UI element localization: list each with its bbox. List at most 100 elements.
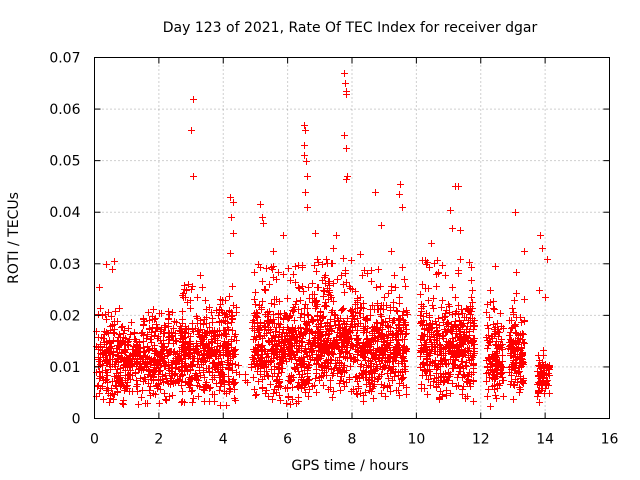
data-point <box>266 308 273 315</box>
data-point <box>354 391 361 398</box>
data-point <box>444 377 451 384</box>
data-point <box>467 350 474 357</box>
data-point <box>448 328 455 335</box>
data-point <box>199 329 206 336</box>
data-point <box>136 352 143 359</box>
data-point <box>456 368 463 375</box>
data-point <box>423 351 430 358</box>
data-point-outlier <box>333 232 340 239</box>
data-point-outlier <box>544 256 551 263</box>
data-point <box>466 332 473 339</box>
data-point <box>292 263 299 270</box>
data-point <box>203 314 210 321</box>
data-point-outlier <box>228 214 235 221</box>
data-point <box>296 371 303 378</box>
data-point <box>400 350 407 357</box>
data-point <box>214 340 221 347</box>
data-point <box>211 329 218 336</box>
data-point <box>311 382 318 389</box>
data-point <box>280 326 287 333</box>
data-point <box>437 370 444 377</box>
data-point <box>461 372 468 379</box>
data-point <box>336 321 343 328</box>
x-tick-label: 12 <box>472 432 490 448</box>
data-point <box>337 377 344 384</box>
data-point <box>131 336 138 343</box>
data-point <box>185 281 192 288</box>
data-point <box>340 364 347 371</box>
data-point <box>368 377 375 384</box>
data-point <box>359 272 366 279</box>
data-point <box>546 363 553 370</box>
data-point <box>417 349 424 356</box>
data-point <box>295 284 302 291</box>
data-point <box>312 305 319 312</box>
data-point <box>140 378 147 385</box>
data-point <box>430 295 437 302</box>
data-point <box>420 313 427 320</box>
data-point-outlier <box>344 173 351 180</box>
data-point <box>286 377 293 384</box>
data-point-outlier <box>542 294 549 301</box>
data-point <box>152 357 159 364</box>
data-point <box>117 369 124 376</box>
data-point <box>381 294 388 301</box>
data-point <box>126 363 133 370</box>
data-point <box>181 349 188 356</box>
data-point <box>468 277 475 284</box>
data-point <box>301 305 308 312</box>
data-point <box>354 305 361 312</box>
data-point <box>207 384 214 391</box>
data-point <box>341 327 348 334</box>
data-point <box>274 343 281 350</box>
data-point <box>298 385 305 392</box>
data-point <box>535 352 542 359</box>
data-point <box>449 380 456 387</box>
data-point <box>218 379 225 386</box>
data-point <box>462 362 469 369</box>
data-point <box>499 358 506 365</box>
data-point-outlier <box>428 240 435 247</box>
data-point <box>142 400 149 407</box>
data-point-outlier <box>492 263 499 270</box>
data-point <box>265 317 272 324</box>
data-point <box>182 329 189 336</box>
data-point <box>122 346 129 353</box>
data-point <box>158 353 165 360</box>
data-point <box>154 383 161 390</box>
data-point <box>197 334 204 341</box>
data-point <box>423 321 430 328</box>
data-point <box>252 289 259 296</box>
data-point <box>397 369 404 376</box>
data-point <box>351 316 358 323</box>
data-point <box>312 375 319 382</box>
data-point <box>395 347 402 354</box>
data-point <box>436 322 443 329</box>
data-point <box>285 265 292 272</box>
data-point <box>460 335 467 342</box>
data-point <box>439 262 446 269</box>
data-point <box>145 371 152 378</box>
data-point <box>229 327 236 334</box>
data-point <box>208 344 215 351</box>
data-point <box>447 390 454 397</box>
data-point <box>209 360 216 367</box>
data-point-outlier <box>536 287 543 294</box>
data-point <box>106 399 113 406</box>
data-point <box>535 379 542 386</box>
data-point <box>209 319 216 326</box>
data-point <box>400 308 407 315</box>
data-point <box>316 377 323 384</box>
data-point <box>204 355 211 362</box>
data-point <box>390 358 397 365</box>
data-point <box>454 347 461 354</box>
data-point <box>251 269 258 276</box>
data-point <box>100 377 107 384</box>
y-tick-label: 0.06 <box>49 102 80 118</box>
data-point <box>129 388 136 395</box>
data-point <box>322 280 329 287</box>
data-point <box>157 337 164 344</box>
data-point <box>391 373 398 380</box>
data-point-outlier <box>230 230 237 237</box>
data-point <box>499 346 506 353</box>
